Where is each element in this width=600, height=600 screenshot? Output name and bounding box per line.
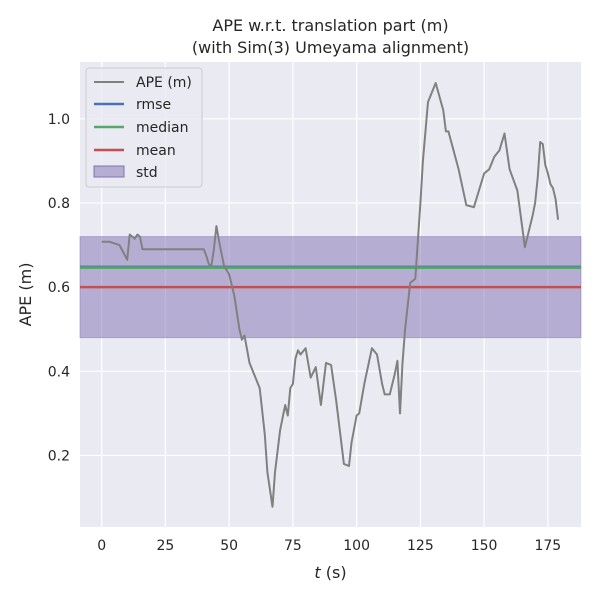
chart-title-line1: APE w.r.t. translation part (m): [212, 16, 448, 35]
ape-series-line: [101, 82, 560, 508]
x-axis-var: t: [314, 563, 321, 582]
x-tick-label: 150: [471, 538, 498, 554]
x-axis-unit: (s): [321, 563, 347, 582]
legend-frame: [85, 67, 203, 188]
legend-rmse-label: rmse: [136, 97, 171, 113]
y-axis-label: APE (m): [16, 263, 35, 327]
legend-ape-label: APE (m): [136, 75, 192, 91]
x-tick-label: 175: [534, 538, 561, 554]
tick-labels: 0 25 50 75 100 125 150 175 0.2 0.4 0.6 0.8 1.0: [48, 112, 561, 554]
legend-median-label: median: [136, 120, 188, 136]
x-tick-label: 75: [284, 538, 302, 554]
legend-mean-label: mean: [136, 143, 176, 159]
y-tick-label: 0.6: [48, 280, 70, 296]
chart-title-line2: (with Sim(3) Umeyama alignment): [192, 38, 469, 57]
x-tick-label: 125: [407, 538, 434, 554]
x-tick-label: 0: [97, 538, 106, 554]
legend: APE (m) rmse median mean std: [85, 67, 203, 188]
x-axis-label: t (s): [314, 563, 346, 582]
y-tick-label: 0.8: [48, 196, 70, 212]
y-tick-label: 0.2: [48, 448, 70, 464]
x-tick-label: 100: [343, 538, 370, 554]
y-tick-label: 1.0: [48, 112, 70, 128]
x-tick-label: 50: [220, 538, 238, 554]
y-tick-label: 0.4: [48, 364, 70, 380]
series-layer: [79, 82, 582, 508]
legend-std-label: std: [136, 165, 158, 181]
legend-std-swatch: [93, 165, 125, 178]
x-tick-label: 25: [156, 538, 174, 554]
